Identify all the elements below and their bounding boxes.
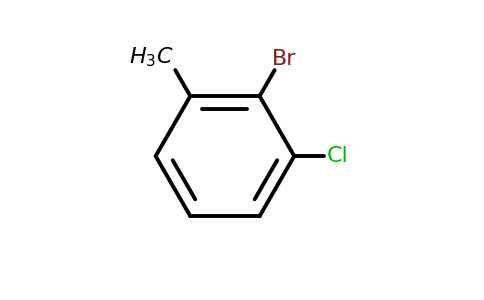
Text: $H_3C$: $H_3C$ [129, 45, 174, 69]
Text: Br: Br [272, 49, 297, 69]
Text: Cl: Cl [327, 146, 348, 166]
